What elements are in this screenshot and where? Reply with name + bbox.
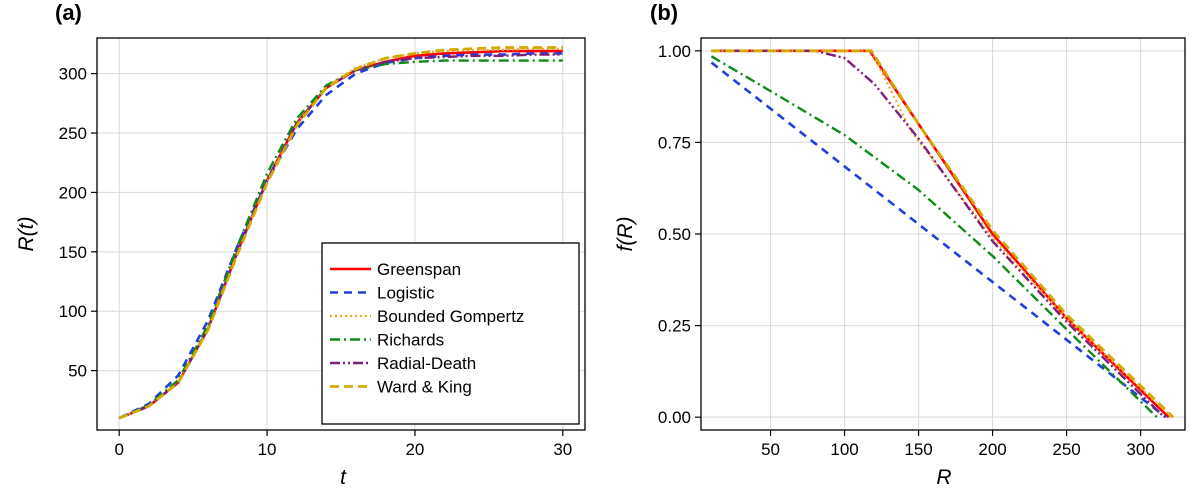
series-line-ward-and-king	[711, 49, 1175, 419]
x-tick-label: 300	[1126, 440, 1154, 459]
x-tick-label: 30	[553, 440, 572, 459]
x-tick-label: 100	[830, 440, 858, 459]
panel-a-plot-frame	[96, 37, 586, 431]
y-tick-label: 1.00	[658, 42, 691, 61]
legend-box	[321, 242, 580, 425]
series-line-richards	[118, 59, 563, 420]
legend-label-radial-death: Radial-Death	[377, 354, 476, 373]
x-tick-label: 20	[405, 440, 424, 459]
y-tick-label: 200	[59, 183, 87, 202]
x-tick-label: 0	[114, 440, 123, 459]
panel-a-y-axis-title: R(t)	[15, 216, 38, 251]
y-tick-label: 0.25	[658, 317, 691, 336]
series-line-radial-death	[711, 49, 1166, 419]
panel-a-label: (a)	[55, 0, 82, 25]
y-tick-label: 250	[59, 124, 87, 143]
x-tick-label: 200	[978, 440, 1006, 459]
legend: Greenspan Logistic Bounded Gompertz Richard…	[321, 242, 580, 425]
series-line-logistic	[710, 61, 1167, 419]
panel-b-ticks: 50 100 150 200 250 300 0.00 0.25 0.50 0.75 1.00	[658, 42, 1155, 459]
x-tick-label: 250	[1052, 440, 1080, 459]
y-tick-label: 50	[68, 362, 87, 381]
panel-a-ticks: 0 10 20 30 50 100 150 200 250 300	[59, 65, 573, 459]
series-line-richards	[710, 55, 1158, 419]
y-tick-label: 0.75	[658, 133, 691, 152]
x-tick-label: 50	[761, 440, 780, 459]
y-tick-label: 150	[59, 243, 87, 262]
y-tick-label: 0.00	[658, 408, 691, 427]
y-tick-label: 300	[59, 65, 87, 84]
panel-b-y-axis-title: f(R)	[614, 217, 637, 252]
panel-b-x-axis-title: R	[936, 466, 951, 489]
legend-label-ward-and-king: Ward & King	[377, 378, 472, 397]
panel-b-label: (b)	[650, 0, 678, 25]
x-tick-label: 10	[258, 440, 277, 459]
legend-label-logistic: Logistic	[377, 284, 435, 303]
panel-b-series	[710, 49, 1175, 419]
legend-label-greenspan: Greenspan	[377, 260, 461, 279]
series-line-ward-and-king	[118, 46, 563, 420]
y-tick-label: 0.50	[658, 225, 691, 244]
panel-a: (a) 0 10 20 30 50 100 150 200 250 300 t R(t) Gree…	[15, 0, 586, 489]
panel-a-series	[118, 46, 563, 420]
x-tick-label: 150	[904, 440, 932, 459]
panel-b: (b) 50 100 150 200 250 300 0.00 0.25 0.50 0.75 1.0…	[614, 0, 1186, 489]
panel-b-grid	[701, 38, 1185, 430]
panel-a-x-axis-title: t	[340, 466, 347, 489]
y-tick-label: 100	[59, 302, 87, 321]
legend-label-bounded-gompertz: Bounded Gompertz	[377, 307, 524, 326]
legend-label-richards: Richards	[377, 331, 444, 350]
